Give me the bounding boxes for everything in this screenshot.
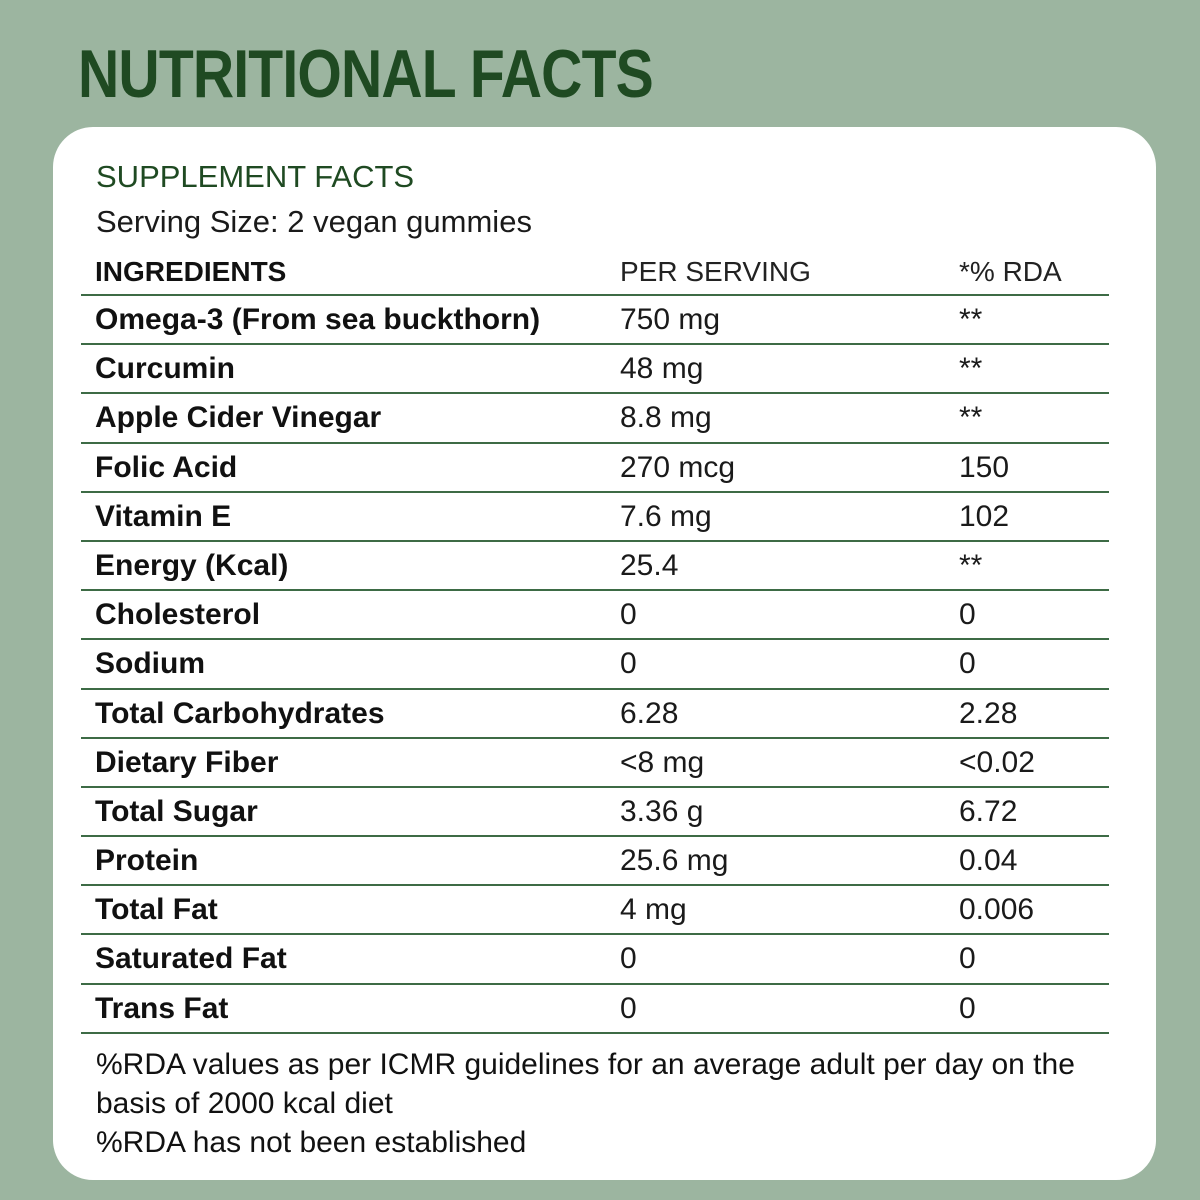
ingredient-name: Cholesterol bbox=[95, 598, 261, 632]
table-row: Apple Cider Vinegar 8.8 mg ** bbox=[81, 394, 1109, 444]
rda-value: 2.28 bbox=[959, 696, 1018, 730]
footnotes: %RDA values as per ICMR guidelines for a… bbox=[96, 1045, 1126, 1162]
table-row: Omega-3 (From sea buckthorn) 750 mg ** bbox=[81, 296, 1109, 346]
table-row: Total Carbohydrates 6.28 2.28 bbox=[81, 690, 1109, 739]
per-serving-value: 0 bbox=[620, 991, 637, 1025]
supplement-facts-heading: SUPPLEMENT FACTS bbox=[96, 159, 415, 194]
table-row: Sodium 0 0 bbox=[81, 640, 1109, 690]
rda-value: 6.72 bbox=[959, 794, 1018, 828]
rda-not-established-footnote: %RDA has not been established bbox=[96, 1126, 527, 1159]
per-serving-value: 7.6 mg bbox=[620, 499, 712, 533]
table-row: Vitamin E 7.6 mg 102 bbox=[81, 493, 1109, 542]
table-row: Trans Fat 0 0 bbox=[81, 985, 1109, 1034]
ingredient-name: Vitamin E bbox=[95, 499, 232, 533]
table-row: Curcumin 48 mg ** bbox=[81, 345, 1109, 395]
per-serving-value: 25.4 bbox=[620, 548, 679, 582]
per-serving-value: 6.28 bbox=[620, 696, 679, 730]
per-serving-value: 270 mcg bbox=[620, 450, 736, 484]
column-header-per-serving: PER SERVING bbox=[620, 256, 811, 287]
table-row: Dietary Fiber <8 mg <0.02 bbox=[81, 739, 1109, 788]
per-serving-value: 750 mg bbox=[620, 303, 721, 336]
supplement-facts-card: SUPPLEMENT FACTS Serving Size: 2 vegan g… bbox=[53, 127, 1156, 1180]
ingredient-name: Curcumin bbox=[95, 352, 236, 386]
facts-table-body: Omega-3 (From sea buckthorn) 750 mg ** C… bbox=[81, 296, 1109, 1034]
table-row: Folic Acid 270 mcg 150 bbox=[81, 444, 1109, 493]
rda-value: 0 bbox=[959, 991, 976, 1025]
ingredient-name: Saturated Fat bbox=[95, 942, 287, 976]
ingredient-name: Folic Acid bbox=[95, 450, 238, 484]
ingredient-name: Protein bbox=[95, 844, 199, 878]
ingredient-name: Dietary Fiber bbox=[95, 745, 279, 779]
per-serving-value: 8.8 mg bbox=[620, 401, 712, 435]
table-row: Energy (Kcal) 25.4 ** bbox=[81, 542, 1109, 592]
table-header: INGREDIENTS PER SERVING *% RDA bbox=[81, 250, 1109, 296]
rda-footnote: %RDA values as per ICMR guidelines for a… bbox=[96, 1048, 1075, 1120]
per-serving-value: 48 mg bbox=[620, 352, 704, 386]
rda-value: ** bbox=[959, 303, 983, 336]
ingredient-name: Apple Cider Vinegar bbox=[95, 401, 382, 435]
ingredient-name: Omega-3 (From sea buckthorn) bbox=[95, 303, 541, 336]
rda-value: 150 bbox=[959, 450, 1010, 484]
ingredient-name: Sodium bbox=[95, 647, 205, 681]
rda-value: 102 bbox=[959, 499, 1010, 533]
per-serving-value: <8 mg bbox=[620, 745, 705, 779]
rda-value: 0 bbox=[959, 647, 976, 681]
table-row: Total Sugar 3.36 g 6.72 bbox=[81, 788, 1109, 838]
table-row: Cholesterol 0 0 bbox=[81, 591, 1109, 641]
rda-value: <0.02 bbox=[959, 745, 1035, 779]
per-serving-value: 0 bbox=[620, 598, 637, 632]
ingredient-name: Energy (Kcal) bbox=[95, 548, 289, 582]
serving-size: Serving Size: 2 vegan gummies bbox=[96, 204, 532, 239]
rda-value: 0.04 bbox=[959, 844, 1018, 878]
table-row: Total Fat 4 mg 0.006 bbox=[81, 886, 1109, 936]
page-title: NUTRITIONAL FACTS bbox=[78, 36, 654, 112]
rda-value: ** bbox=[959, 401, 983, 435]
ingredient-name: Total Carbohydrates bbox=[95, 696, 385, 730]
column-header-ingredients: INGREDIENTS bbox=[95, 256, 287, 287]
rda-value: ** bbox=[959, 548, 983, 582]
ingredient-name: Total Fat bbox=[95, 893, 218, 927]
ingredient-name: Trans Fat bbox=[95, 991, 229, 1025]
per-serving-value: 0 bbox=[620, 942, 637, 976]
table-row: Protein 25.6 mg 0.04 bbox=[81, 837, 1109, 887]
rda-value: 0 bbox=[959, 598, 976, 632]
per-serving-value: 0 bbox=[620, 647, 637, 681]
column-header-rda: *% RDA bbox=[959, 256, 1062, 287]
per-serving-value: 3.36 g bbox=[620, 794, 704, 828]
rda-value: 0 bbox=[959, 942, 976, 976]
per-serving-value: 25.6 mg bbox=[620, 844, 729, 878]
table-row: Saturated Fat 0 0 bbox=[81, 935, 1109, 985]
per-serving-value: 4 mg bbox=[620, 893, 687, 927]
rda-value: ** bbox=[959, 352, 983, 386]
ingredient-name: Total Sugar bbox=[95, 794, 258, 828]
rda-value: 0.006 bbox=[959, 893, 1035, 927]
